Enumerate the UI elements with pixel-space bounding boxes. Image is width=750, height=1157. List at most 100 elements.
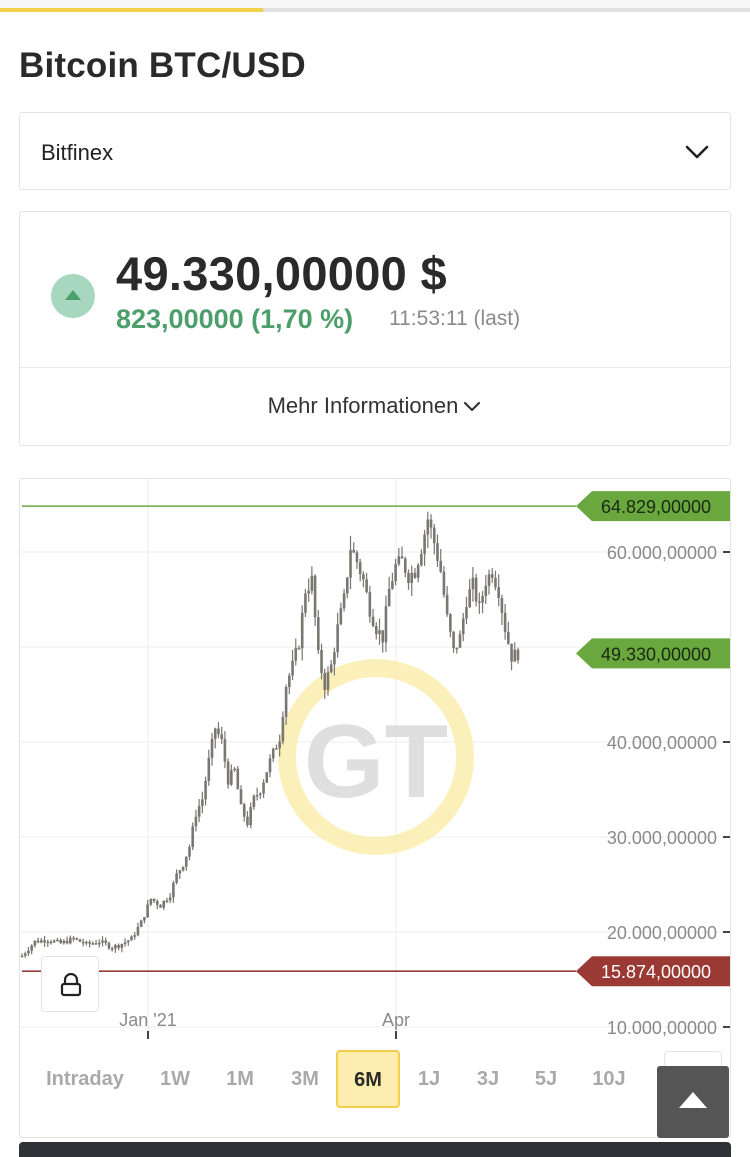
range-button-1m[interactable]: 1M	[226, 1068, 254, 1090]
candle	[345, 576, 349, 599]
range-button-5j[interactable]: 5J	[534, 1068, 558, 1090]
page-title: Bitcoin BTC/USD	[19, 46, 306, 85]
candle	[201, 791, 204, 814]
chart-lock-button[interactable]	[41, 956, 99, 1012]
candle	[62, 939, 66, 945]
candle	[413, 567, 417, 579]
candle	[65, 936, 69, 945]
candle	[461, 612, 465, 642]
more-info-toggle[interactable]: Mehr Informationen	[20, 393, 730, 419]
x-tick-label: Apr	[382, 1010, 410, 1030]
candle	[114, 943, 117, 953]
marker-label-low: 15.874,00000	[601, 962, 711, 982]
candle	[291, 649, 294, 680]
candle	[188, 844, 191, 861]
price-chart[interactable]: GT 64.829,00000 49.330,00000 15.874,00000 …	[19, 478, 731, 1138]
candle	[30, 944, 33, 955]
scroll-to-top-button[interactable]	[657, 1066, 729, 1138]
candle	[197, 798, 201, 823]
candle	[85, 940, 88, 946]
more-info-label: Mehr Informationen	[267, 393, 459, 418]
candle	[487, 569, 491, 595]
page-load-progress	[0, 0, 750, 12]
candle	[387, 576, 391, 607]
candle	[281, 711, 285, 745]
candle	[503, 603, 507, 640]
candle	[307, 578, 310, 602]
chevron-down-icon	[464, 402, 481, 412]
candle	[59, 938, 62, 944]
candle	[69, 935, 72, 945]
candle	[120, 943, 124, 953]
candle	[191, 822, 195, 851]
range-button-1w[interactable]: 1W	[160, 1068, 190, 1090]
candle	[278, 734, 281, 757]
candle	[259, 792, 262, 800]
candle	[207, 749, 211, 786]
candle	[210, 732, 214, 766]
exchange-select-value: Bitfinex	[41, 140, 114, 165]
candle	[300, 605, 304, 661]
candle	[97, 939, 101, 948]
candle	[358, 558, 362, 582]
candle	[275, 744, 278, 750]
candle	[339, 602, 343, 626]
candle	[336, 612, 339, 658]
candle	[33, 940, 37, 948]
range-button-3j[interactable]: 3J	[476, 1068, 500, 1090]
candle	[516, 647, 520, 664]
y-tick-label: 60.000,00000	[607, 543, 717, 563]
candle	[162, 900, 166, 910]
candle	[94, 939, 98, 945]
candle	[107, 941, 111, 950]
candle	[320, 643, 323, 680]
candle	[252, 794, 256, 810]
divider	[20, 367, 730, 368]
scroll-to-top-icon	[679, 1092, 707, 1108]
candle	[117, 943, 120, 951]
candle	[471, 567, 475, 602]
candle	[429, 514, 433, 539]
candle	[23, 951, 27, 958]
candle	[268, 754, 272, 778]
candle	[159, 904, 162, 908]
candle	[297, 645, 301, 650]
marker-tag-current	[576, 638, 730, 669]
exchange-select[interactable]: Bitfinex	[19, 112, 731, 190]
candle	[397, 548, 401, 567]
candle	[49, 939, 53, 945]
candle	[352, 542, 356, 554]
candle	[220, 726, 223, 744]
candle	[20, 953, 24, 958]
candle	[213, 727, 217, 749]
candle	[104, 937, 108, 946]
range-button-1j[interactable]: 1J	[417, 1068, 441, 1090]
progress-fill	[0, 8, 263, 12]
candle	[304, 588, 307, 617]
candle	[420, 549, 423, 567]
candle	[152, 898, 156, 904]
candle	[255, 787, 259, 801]
candle	[288, 673, 291, 695]
range-button-3m[interactable]: 3M	[291, 1068, 319, 1090]
marker-label-high: 64.829,00000	[601, 497, 711, 517]
candle	[136, 922, 140, 937]
candle	[91, 941, 95, 945]
candle	[474, 573, 478, 607]
candle	[294, 638, 298, 666]
candle	[468, 579, 471, 609]
range-button-10j[interactable]: 10J	[592, 1068, 626, 1090]
candle	[262, 779, 265, 798]
candle	[36, 937, 40, 944]
candle	[374, 622, 378, 640]
candle	[403, 556, 407, 578]
progress-remaining	[262, 8, 750, 12]
candle	[484, 575, 488, 604]
marker-label-current: 49.330,00000	[601, 644, 711, 664]
x-tick-label: Jan '21	[119, 1010, 176, 1030]
range-button-intraday[interactable]: Intraday	[46, 1068, 124, 1090]
price-direction-badge	[51, 274, 95, 318]
candle	[130, 935, 133, 941]
candle	[326, 666, 330, 696]
range-button-6m[interactable]: 6M	[336, 1050, 400, 1108]
